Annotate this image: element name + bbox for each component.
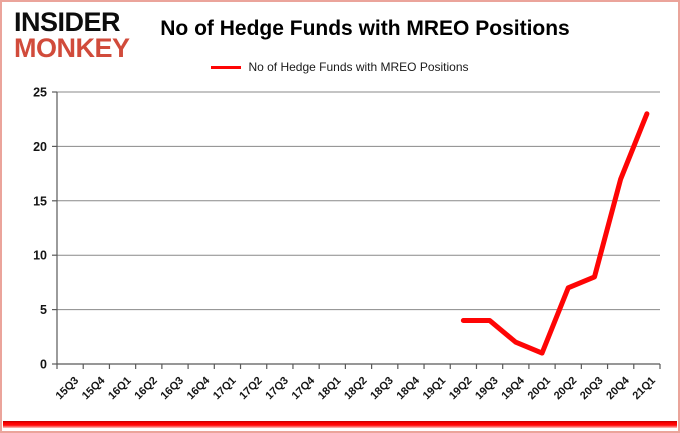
x-axis-label: 16Q3 (159, 375, 187, 403)
x-axis-label: 17Q3 (263, 375, 291, 403)
chart-title: No of Hedge Funds with MREO Positions (160, 17, 570, 40)
x-axis-label: 18Q1 (316, 375, 344, 403)
legend-line-swatch (211, 65, 242, 69)
x-axis-label: 16Q1 (106, 375, 134, 403)
bottom-red-bar (3, 421, 677, 428)
x-axis-label: 16Q2 (132, 375, 160, 403)
legend: No of Hedge Funds with MREO Positions (2, 60, 678, 74)
x-axis-label: 18Q4 (395, 374, 423, 402)
insider-monkey-logo: INSIDER MONKEY (14, 7, 130, 64)
x-axis-label: 19Q1 (421, 375, 449, 403)
y-axis-label: 25 (33, 86, 47, 100)
logo-monkey-text: MONKEY (14, 33, 130, 64)
x-axis-label: 18Q2 (342, 375, 370, 403)
data-line (460, 111, 650, 356)
x-axis-label: 19Q2 (447, 375, 475, 403)
x-axis-label: 17Q2 (237, 375, 265, 403)
x-axis-label: 18Q3 (368, 375, 396, 403)
y-axis-label: 15 (33, 194, 47, 208)
y-axis-label: 20 (33, 140, 47, 154)
x-axis-label: 20Q1 (526, 375, 554, 403)
x-axis-label: 20Q4 (604, 374, 632, 402)
x-axis-label: 17Q4 (290, 374, 318, 402)
x-axis-label: 19Q3 (473, 375, 501, 403)
x-axis-label: 17Q1 (211, 375, 239, 403)
x-axis-label: 20Q2 (552, 375, 580, 403)
x-axis-label: 15Q4 (80, 374, 108, 402)
x-axis-label: 21Q1 (630, 375, 658, 403)
y-axis-label: 5 (40, 303, 47, 317)
logo-insider-text: INSIDER (14, 7, 121, 37)
x-axis-label: 16Q4 (185, 374, 213, 402)
legend-label: No of Hedge Funds with MREO Positions (248, 60, 469, 74)
x-axis-label: 15Q3 (54, 375, 82, 403)
y-axis-label: 10 (33, 249, 47, 263)
x-axis-label: 20Q3 (578, 375, 606, 403)
y-axis-label: 0 (40, 358, 47, 372)
x-axis-label: 19Q4 (499, 374, 527, 402)
